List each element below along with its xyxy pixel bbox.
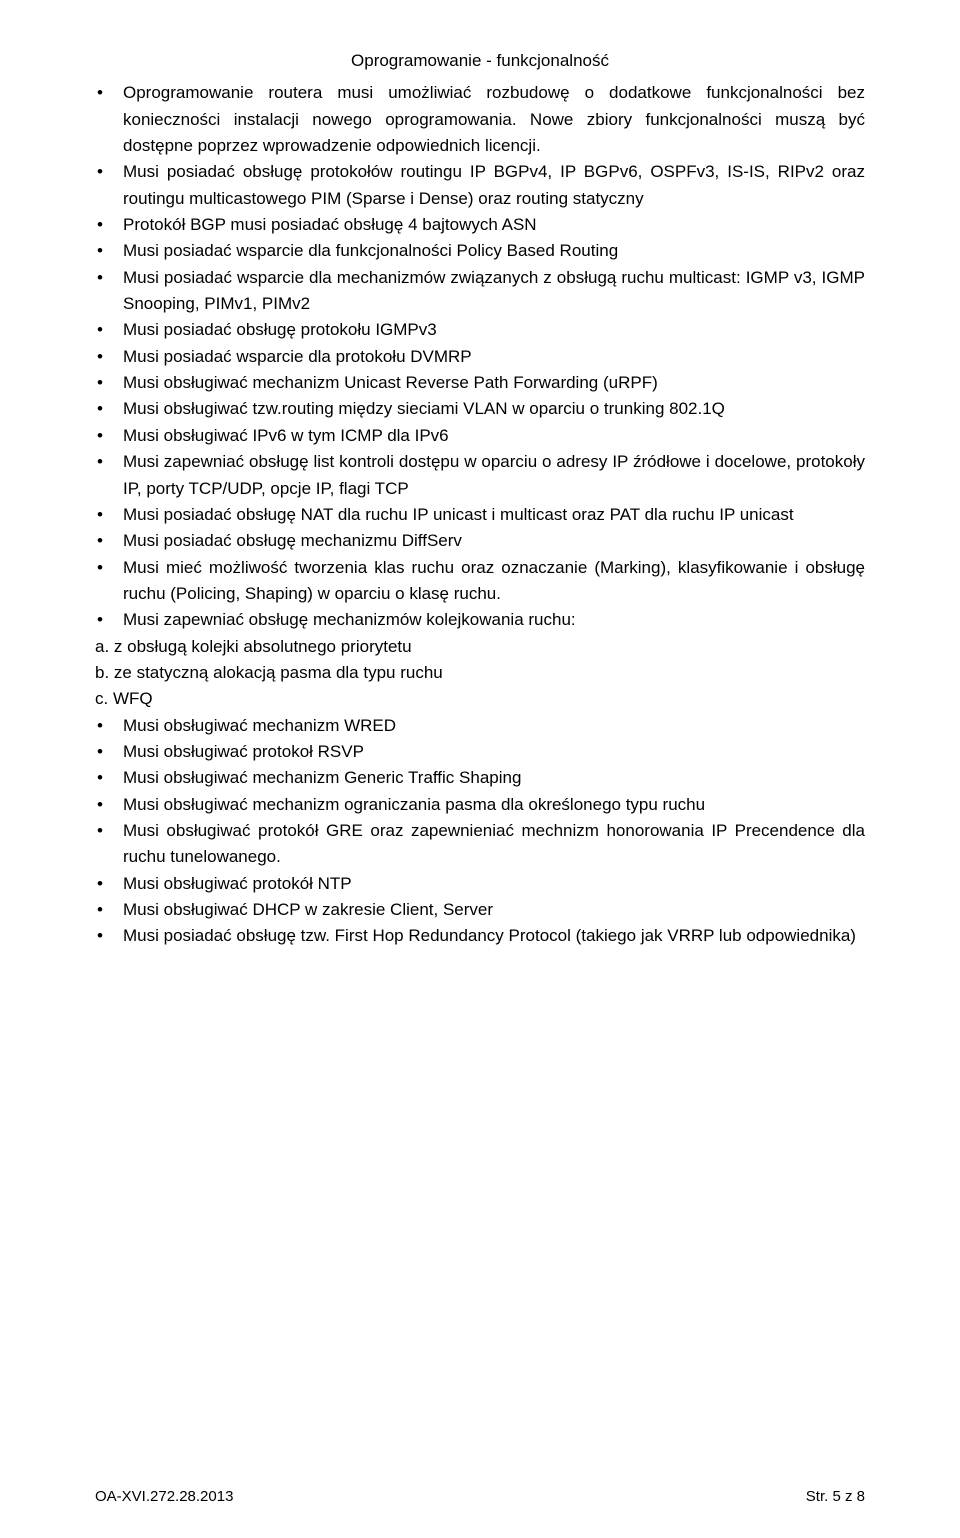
list-item: Musi zapewniać obsługę mechanizmów kolej… <box>95 607 865 633</box>
list-item: Musi obsługiwać protokół GRE oraz zapewn… <box>95 818 865 871</box>
list-item: Musi obsługiwać IPv6 w tym ICMP dla IPv6 <box>95 423 865 449</box>
footer-doc-number: OA-XVI.272.28.2013 <box>95 1485 233 1508</box>
page-footer: OA-XVI.272.28.2013 Str. 5 z 8 <box>95 1485 865 1508</box>
list-item: Musi posiadać obsługę protokołów routing… <box>95 159 865 212</box>
list-item: Musi mieć możliwość tworzenia klas ruchu… <box>95 555 865 608</box>
list-item: Musi obsługiwać protokoł RSVP <box>95 739 865 765</box>
list-item: Musi zapewniać obsługę list kontroli dos… <box>95 449 865 502</box>
list-item: Oprogramowanie routera musi umożliwiać r… <box>95 80 865 159</box>
list-item: Musi posiadać obsługę tzw. First Hop Red… <box>95 923 865 949</box>
sub-item-b: b. ze statyczną alokacją pasma dla typu … <box>95 660 865 686</box>
list-item: Musi obsługiwać mechanizm ograniczania p… <box>95 792 865 818</box>
requirements-list-bottom: Musi obsługiwać mechanizm WRED Musi obsł… <box>95 713 865 950</box>
list-item: Musi obsługiwać protokół NTP <box>95 871 865 897</box>
list-item: Musi obsługiwać DHCP w zakresie Client, … <box>95 897 865 923</box>
list-item: Musi obsługiwać mechanizm WRED <box>95 713 865 739</box>
list-item: Musi posiadać wsparcie dla funkcjonalnoś… <box>95 238 865 264</box>
list-item: Musi obsługiwać tzw.routing między sieci… <box>95 396 865 422</box>
section-title: Oprogramowanie - funkcjonalność <box>95 48 865 74</box>
sub-item-c: c. WFQ <box>95 686 865 712</box>
list-item: Musi obsługiwać mechanizm Generic Traffi… <box>95 765 865 791</box>
list-item: Musi posiadać wsparcie dla protokołu DVM… <box>95 344 865 370</box>
list-item: Musi posiadać obsługę mechanizmu DiffSer… <box>95 528 865 554</box>
list-item: Protokół BGP musi posiadać obsługę 4 baj… <box>95 212 865 238</box>
requirements-list-top: Oprogramowanie routera musi umożliwiać r… <box>95 80 865 633</box>
list-item: Musi posiadać obsługę protokołu IGMPv3 <box>95 317 865 343</box>
list-item: Musi posiadać wsparcie dla mechanizmów z… <box>95 265 865 318</box>
list-item: Musi posiadać obsługę NAT dla ruchu IP u… <box>95 502 865 528</box>
sub-item-a: a. z obsługą kolejki absolutnego prioryt… <box>95 634 865 660</box>
footer-page-number: Str. 5 z 8 <box>806 1485 865 1508</box>
list-item: Musi obsługiwać mechanizm Unicast Revers… <box>95 370 865 396</box>
